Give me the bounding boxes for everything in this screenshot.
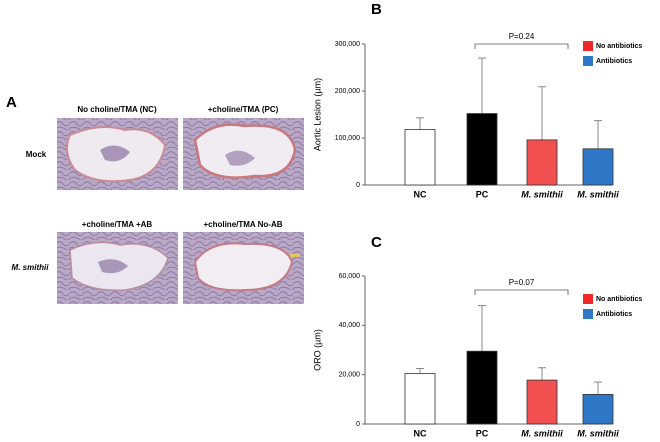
x-tick-label: PC xyxy=(476,428,489,438)
legend-label: No antibiotics xyxy=(596,43,642,50)
legend-swatch xyxy=(583,41,593,51)
histology-image xyxy=(183,232,304,304)
histology-image xyxy=(57,232,178,304)
x-tick-label: M. smithii xyxy=(577,428,619,438)
y-tick-label: 60,000 xyxy=(339,273,361,280)
bar xyxy=(466,350,498,425)
panel-letter: C xyxy=(371,234,382,251)
x-tick-label: M. smithii xyxy=(577,189,619,199)
x-tick-label: M. smithii xyxy=(521,189,563,199)
y-tick-label: 0 xyxy=(356,421,360,428)
panel-letter: B xyxy=(371,1,382,18)
y-tick-label: 300,000 xyxy=(335,41,360,48)
bar xyxy=(582,393,614,425)
y-tick-label: 20,000 xyxy=(339,372,361,379)
histology-image xyxy=(183,118,304,190)
legend-swatch xyxy=(583,294,593,304)
x-tick-label: NC xyxy=(414,189,427,199)
significance-bracket xyxy=(474,289,569,295)
row-label: M. smithii xyxy=(12,263,50,272)
bar xyxy=(582,148,614,186)
legend-swatch xyxy=(583,56,593,66)
y-tick-label: 0 xyxy=(356,182,360,189)
annotation: P=0.24 xyxy=(509,32,535,41)
y-tick-label: 200,000 xyxy=(335,88,360,95)
bar xyxy=(404,129,436,186)
bar xyxy=(526,379,558,425)
legend-label: Antibiotics xyxy=(596,58,632,65)
row-label: Mock xyxy=(26,150,47,159)
legend-label: Antibiotics xyxy=(596,311,632,318)
significance-bracket xyxy=(474,43,569,49)
x-tick-label: M. smithii xyxy=(521,428,563,438)
annotation: P=0.07 xyxy=(509,278,535,287)
column-title: +choline/TMA (PC) xyxy=(208,105,279,114)
y-tick-label: 100,000 xyxy=(335,135,360,142)
column-title: +choline/TMA No-AB xyxy=(203,220,282,229)
histology-images xyxy=(57,118,304,304)
bar xyxy=(466,113,498,186)
legend-label: No antibiotics xyxy=(596,296,642,303)
bar xyxy=(404,373,436,425)
column-title: No choline/TMA (NC) xyxy=(77,105,157,114)
bar xyxy=(526,139,558,186)
legend-swatch xyxy=(583,309,593,319)
y-tick-label: 40,000 xyxy=(339,322,361,329)
histology-image xyxy=(57,118,178,190)
x-tick-label: NC xyxy=(414,428,427,438)
panel-letter: A xyxy=(6,94,17,111)
y-axis-label: ORO (µm) xyxy=(312,329,322,371)
x-tick-label: PC xyxy=(476,189,489,199)
y-axis-label: Aortic Lesion (µm) xyxy=(312,78,322,151)
column-title: +choline/TMA +AB xyxy=(82,220,153,229)
